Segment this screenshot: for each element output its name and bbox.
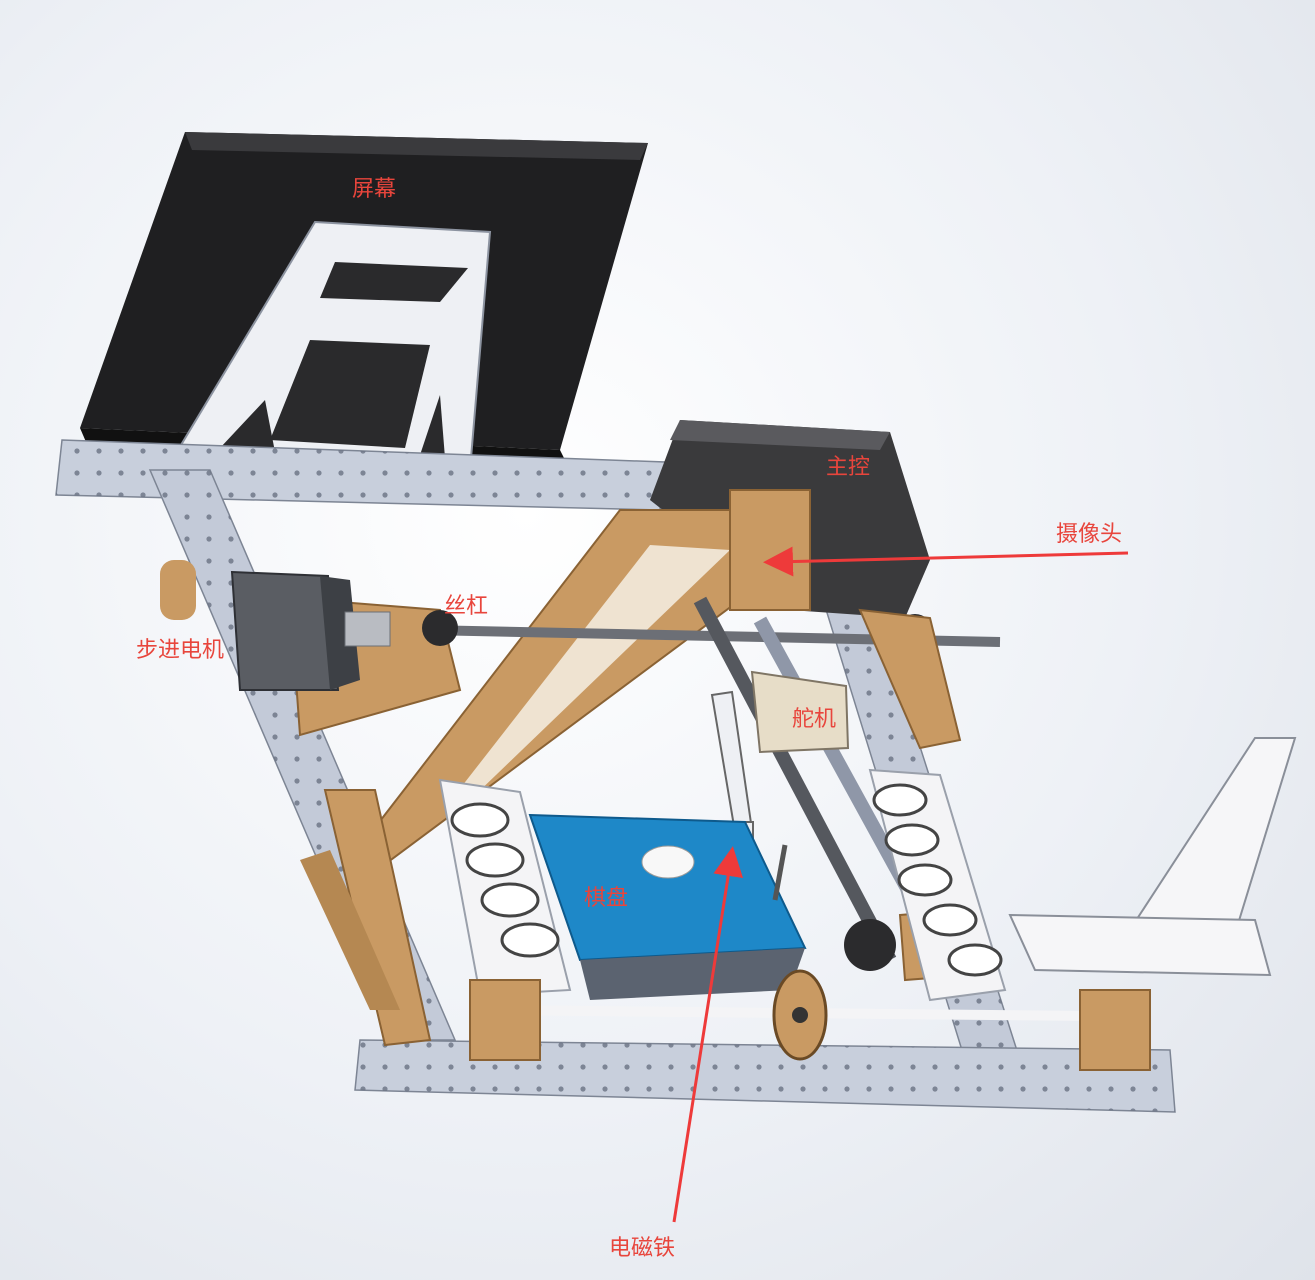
label-stepper-motor: 步进电机 — [136, 638, 225, 663]
wood-bottom-plate — [300, 850, 400, 1010]
bottom-shaft — [469, 969, 1151, 1071]
label-lead-screw: 丝杠 — [444, 594, 489, 619]
electromagnet-arrow — [672, 846, 744, 1223]
label-servo: 舵机 — [792, 707, 837, 732]
piece-holder-right — [868, 768, 1007, 1002]
white-stand — [1008, 737, 1297, 977]
servo-body — [750, 670, 850, 754]
screen-bracket — [173, 220, 492, 472]
camera-arrow — [763, 546, 1129, 577]
stepper-motor-body — [230, 570, 391, 691]
wood-leg — [160, 560, 196, 620]
label-screen: 屏幕 — [352, 177, 397, 202]
label-main-control: 主控 — [826, 455, 871, 480]
label-camera: 摄像头 — [1056, 522, 1123, 547]
label-electromagnet: 电磁铁 — [609, 1236, 676, 1261]
wooden-arm-frame — [348, 489, 811, 870]
label-chessboard: 棋盘 — [584, 886, 629, 911]
chessboard-plate — [528, 813, 807, 1000]
piece-holder-left — [438, 778, 572, 997]
